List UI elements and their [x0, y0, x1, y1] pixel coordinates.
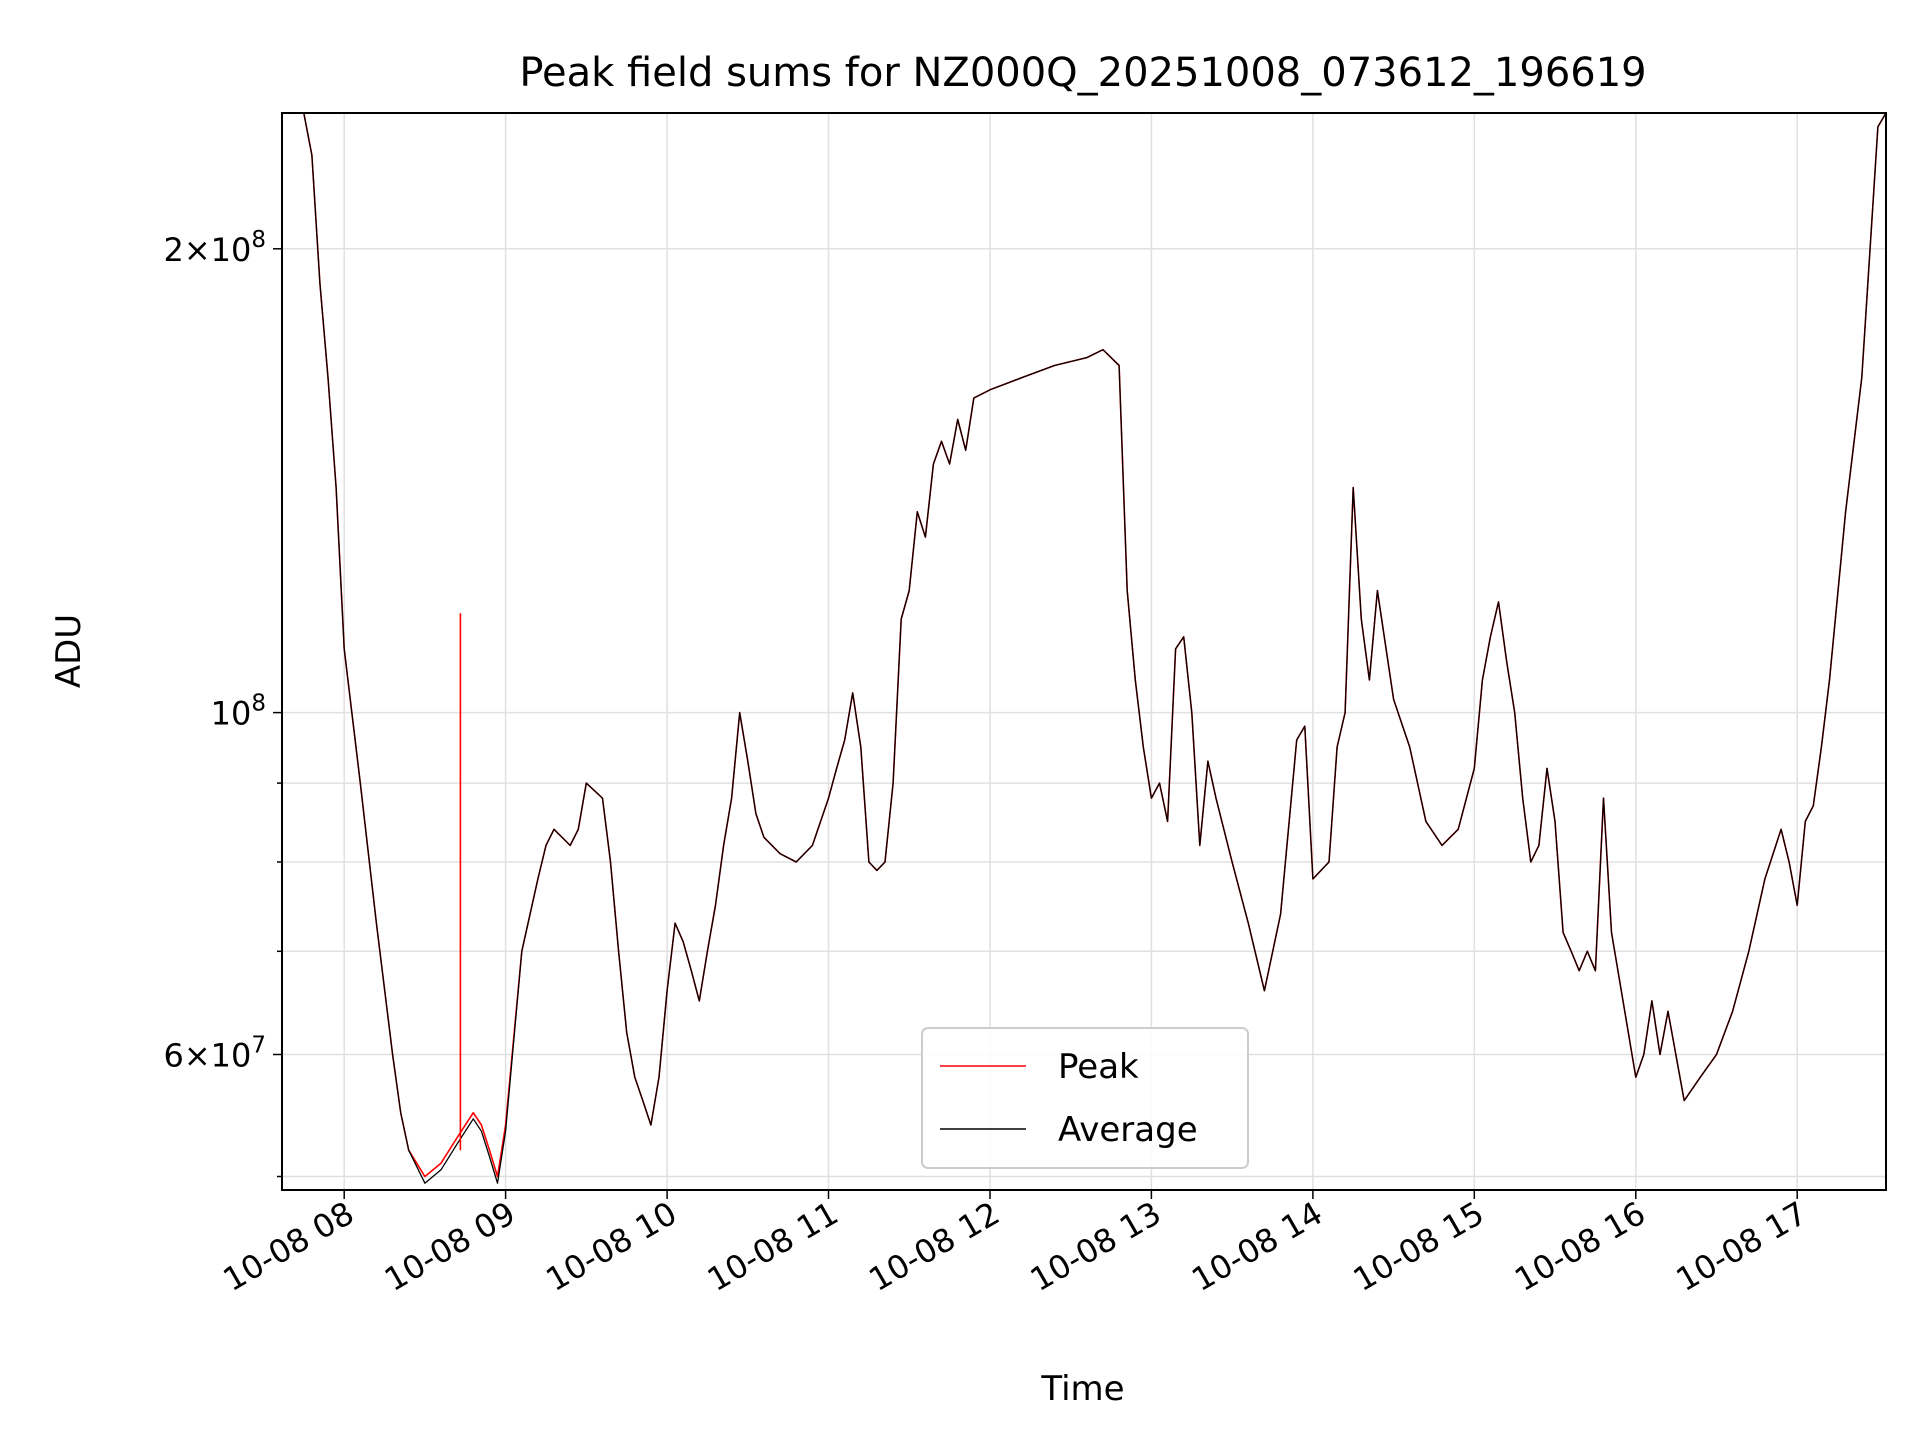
y-tick-label: 6×107	[163, 1033, 266, 1075]
legend: Peak Average	[921, 1027, 1249, 1169]
plot-frame	[281, 112, 1887, 1191]
x-gridlines	[343, 113, 1798, 1190]
x-axis-label: Time	[1040, 1369, 1124, 1409]
series-layer	[282, 112, 1887, 1184]
legend-box	[921, 1027, 1249, 1169]
series-line-average	[282, 112, 1887, 1184]
legend-peak-label: Peak	[1058, 1047, 1139, 1087]
y-tick-label: 108	[211, 691, 266, 733]
y-axis-label: ADU	[49, 614, 89, 688]
chart-title: Peak field sums for NZ000Q_20251008_0736…	[519, 50, 1646, 96]
y-tick-label: 2×108	[163, 227, 266, 269]
legend-average-label: Average	[1058, 1110, 1198, 1150]
y-axis-ticks: 2×108 108 6×107	[163, 227, 282, 1178]
